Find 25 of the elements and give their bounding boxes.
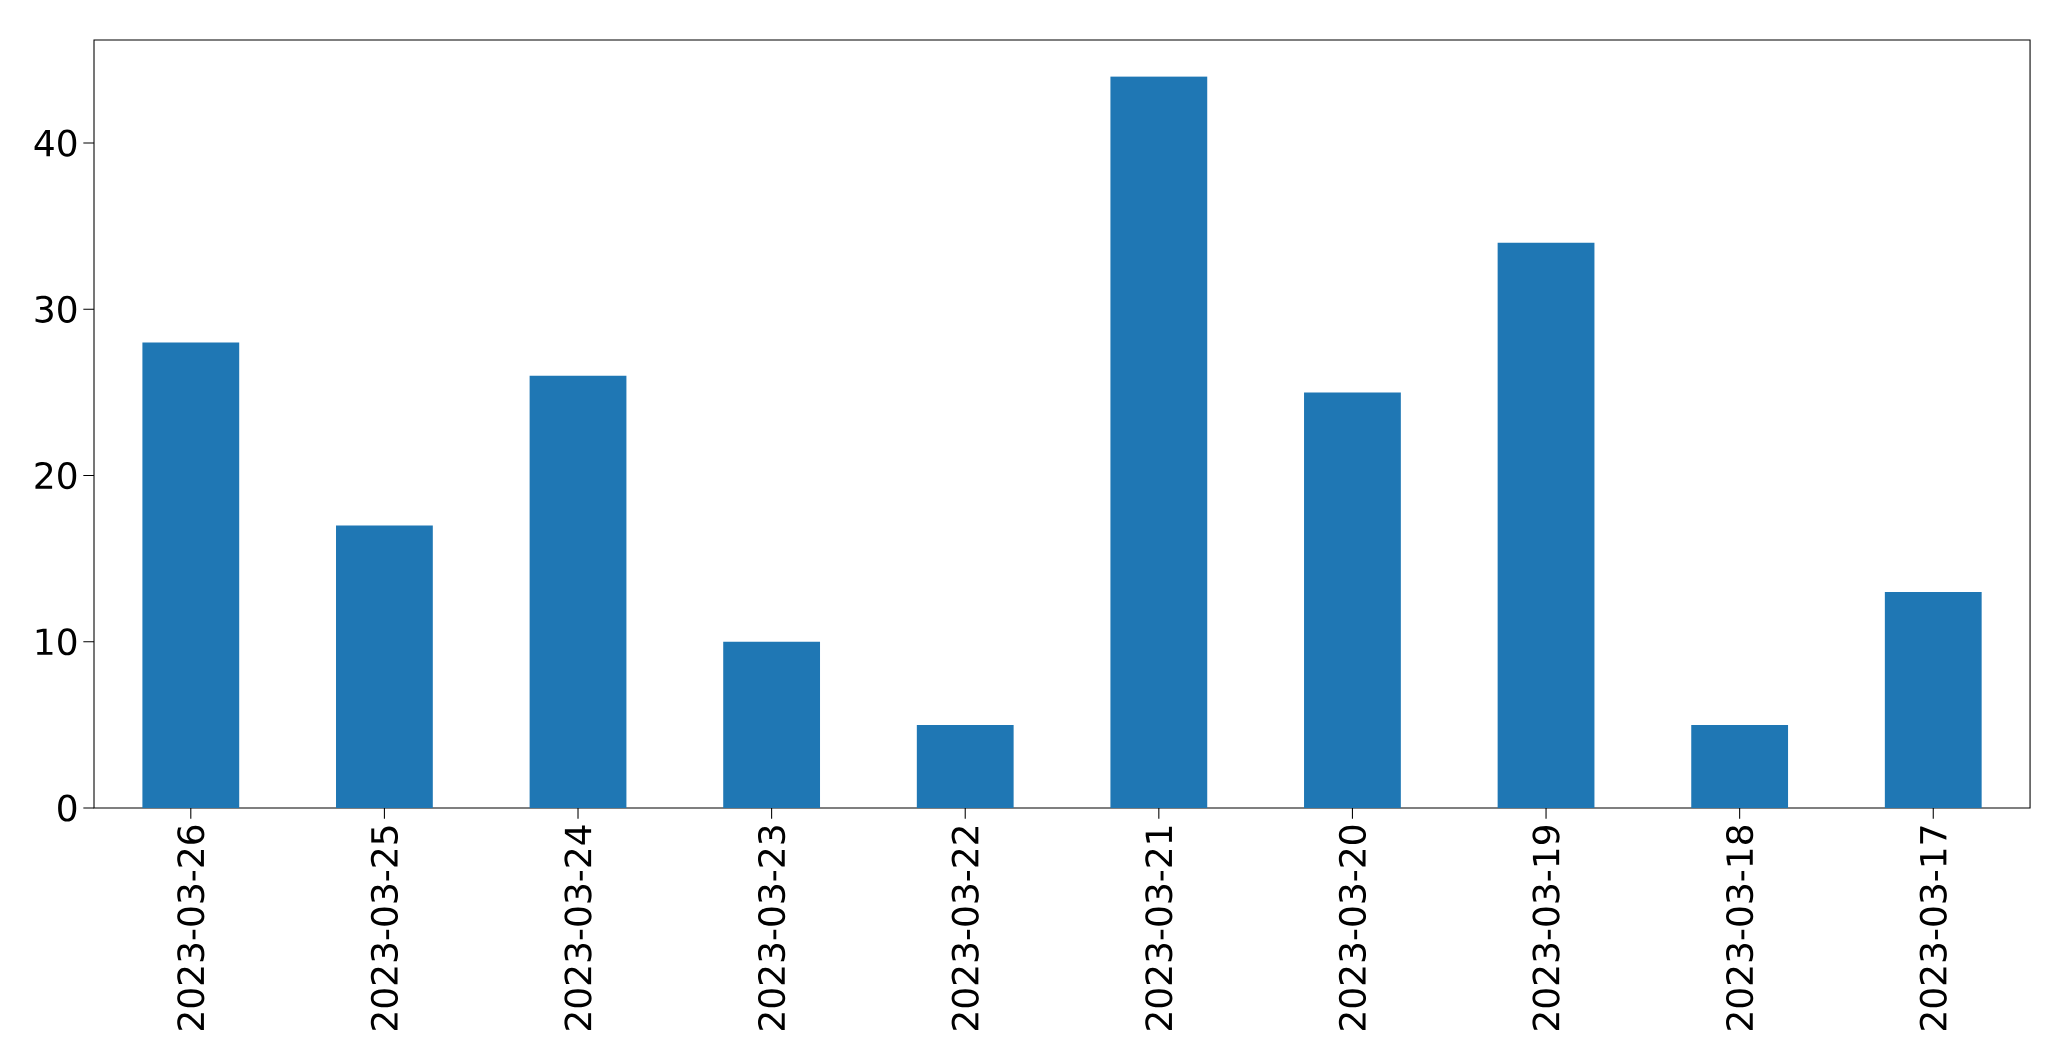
x-tick-label: 2023-03-22 — [951, 827, 979, 1030]
y-tick-label: 0 — [58, 794, 77, 822]
bar — [1304, 392, 1401, 808]
x-tick-label: 2023-03-24 — [564, 825, 592, 1030]
x-tick-label: 2023-03-21 — [1145, 826, 1173, 1030]
bar — [529, 375, 627, 808]
x-tick-label: 2023-03-19 — [1532, 825, 1560, 1030]
bar — [1691, 724, 1789, 808]
y-tick-label: 40 — [34, 129, 77, 157]
bar — [336, 525, 433, 808]
y-tick-label: 10 — [36, 628, 77, 656]
x-tick-label: 2023-03-20 — [1338, 825, 1367, 1030]
x-tick-label: 2023-03-23 — [758, 826, 786, 1030]
bar — [142, 342, 240, 808]
bar — [1884, 591, 1982, 808]
x-tick-label: 2023-03-17 — [1919, 826, 1947, 1030]
bar — [1110, 76, 1208, 808]
y-tick-label: 20 — [35, 461, 77, 490]
bar — [723, 641, 821, 808]
bar — [916, 724, 1014, 808]
x-tick-label: 2023-03-26 — [177, 825, 205, 1030]
y-tick-label: 30 — [35, 295, 77, 323]
x-tick-label: 2023-03-25 — [370, 826, 399, 1030]
x-tick-label: 2023-03-18 — [1726, 825, 1754, 1030]
bar — [1497, 242, 1595, 808]
